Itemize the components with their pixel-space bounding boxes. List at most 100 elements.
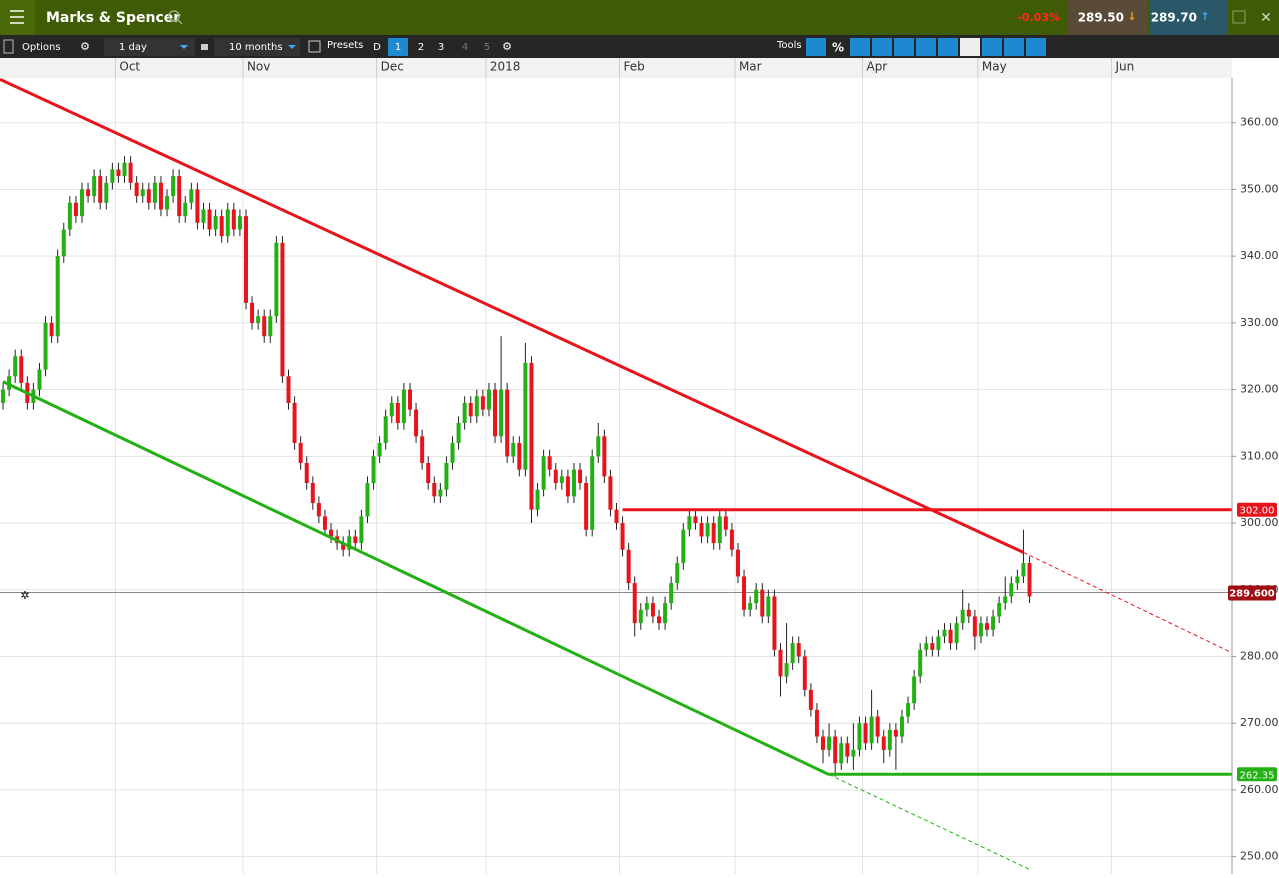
buy-button[interactable] bbox=[1150, 0, 1228, 35]
tool-button[interactable] bbox=[894, 38, 914, 56]
instrument-title: Marks & Spencer bbox=[46, 10, 180, 26]
y-axis bbox=[1232, 78, 1279, 874]
preset-button[interactable]: D bbox=[373, 42, 381, 53]
preset-button[interactable]: 4 bbox=[462, 42, 468, 53]
candle-body bbox=[122, 162, 127, 177]
candle-body bbox=[61, 229, 66, 257]
candle-body bbox=[511, 442, 516, 457]
candle-body bbox=[128, 162, 133, 183]
candle-body bbox=[997, 603, 1002, 617]
candle-body bbox=[863, 723, 868, 744]
candle-body bbox=[98, 176, 103, 203]
tool-button[interactable] bbox=[1004, 38, 1024, 56]
tool-button[interactable] bbox=[850, 38, 870, 56]
percent-tool[interactable]: % bbox=[832, 41, 844, 55]
settings-icon[interactable]: ⚙ bbox=[80, 40, 90, 53]
candle-body bbox=[833, 736, 838, 764]
candle-body bbox=[936, 636, 941, 650]
candle-body bbox=[912, 676, 917, 704]
preset-button[interactable]: 5 bbox=[484, 42, 490, 53]
preset-settings[interactable]: ⚙ bbox=[502, 40, 512, 53]
candle-body bbox=[1027, 563, 1032, 597]
candle-body bbox=[790, 643, 795, 664]
candle-body bbox=[219, 216, 224, 237]
preset-button[interactable]: 2 bbox=[418, 42, 424, 53]
candle-body bbox=[602, 436, 607, 477]
candle-body bbox=[322, 516, 327, 530]
candle-body bbox=[754, 589, 759, 604]
x-tick-label: Nov bbox=[247, 60, 270, 74]
tool-button[interactable] bbox=[916, 38, 936, 56]
x-tick-label: 2018 bbox=[490, 60, 521, 74]
y-tick-label: 310.00 bbox=[1240, 449, 1279, 462]
candle-body bbox=[389, 402, 394, 417]
tool-button[interactable] bbox=[960, 38, 980, 56]
candle-body bbox=[486, 389, 491, 410]
candle-body bbox=[954, 623, 959, 644]
calendar-icon[interactable] bbox=[308, 40, 321, 53]
lock-icon[interactable] bbox=[201, 44, 208, 50]
sell-button[interactable] bbox=[1068, 0, 1148, 35]
candle-body bbox=[596, 436, 601, 457]
candle-body bbox=[268, 316, 273, 337]
tool-button[interactable] bbox=[982, 38, 1002, 56]
tool-button[interactable] bbox=[806, 38, 826, 56]
change: -0.03% bbox=[1017, 11, 1060, 24]
candle-body bbox=[1021, 563, 1026, 577]
candle-body bbox=[766, 596, 771, 617]
candle-body bbox=[92, 176, 97, 197]
tool-button[interactable] bbox=[938, 38, 958, 56]
tool-button[interactable] bbox=[1026, 38, 1046, 56]
candle-body bbox=[13, 356, 18, 377]
candle-body bbox=[171, 176, 176, 197]
candle-body bbox=[839, 743, 844, 764]
candle-body bbox=[426, 462, 431, 484]
candle-body bbox=[407, 389, 412, 410]
candle-body bbox=[571, 469, 576, 497]
candle-body bbox=[262, 316, 267, 337]
candle-body bbox=[189, 189, 194, 203]
candle-body bbox=[663, 603, 668, 624]
candle-body bbox=[705, 523, 710, 537]
y-tick-label: 300.00 bbox=[1240, 516, 1279, 529]
detach-button[interactable] bbox=[1232, 10, 1246, 24]
candle-body bbox=[450, 442, 455, 463]
candle-body bbox=[723, 516, 728, 530]
candle-body bbox=[699, 523, 704, 537]
candle-body bbox=[681, 529, 686, 564]
candle-body bbox=[608, 476, 613, 510]
close-button[interactable]: ✕ bbox=[1260, 10, 1272, 26]
candle-body bbox=[827, 736, 832, 750]
candle-body bbox=[499, 389, 504, 437]
candle-body bbox=[146, 189, 151, 203]
search-icon[interactable] bbox=[168, 10, 180, 22]
dropdown-arrow bbox=[288, 45, 296, 49]
candle-body bbox=[347, 536, 352, 550]
sell-arrow: ↓ bbox=[1127, 10, 1136, 23]
interval-select[interactable] bbox=[104, 38, 195, 56]
candle-body bbox=[1015, 576, 1020, 584]
candle-body bbox=[948, 629, 953, 644]
candle-body bbox=[444, 462, 449, 490]
candle-body bbox=[523, 362, 528, 470]
range-label: 10 months bbox=[229, 42, 283, 53]
candle-body bbox=[474, 396, 479, 417]
candle-body bbox=[918, 649, 923, 677]
trendline bbox=[828, 774, 1030, 870]
candle-body bbox=[632, 583, 637, 624]
preset-button[interactable]: 1 bbox=[395, 42, 401, 53]
candle-body bbox=[772, 596, 777, 650]
candle-body bbox=[966, 609, 971, 617]
candle-body bbox=[717, 516, 722, 544]
candle-body bbox=[298, 442, 303, 463]
candle-body bbox=[930, 643, 935, 650]
candle-body bbox=[49, 322, 54, 337]
candle-body bbox=[1003, 596, 1008, 604]
candle-body bbox=[559, 476, 564, 484]
options-button[interactable]: Options bbox=[22, 42, 61, 53]
preset-button[interactable]: 3 bbox=[438, 42, 444, 53]
gear-icon[interactable]: ✲ bbox=[20, 589, 29, 602]
tool-button[interactable] bbox=[872, 38, 892, 56]
range-select[interactable] bbox=[214, 38, 300, 56]
candle-body bbox=[250, 302, 255, 323]
